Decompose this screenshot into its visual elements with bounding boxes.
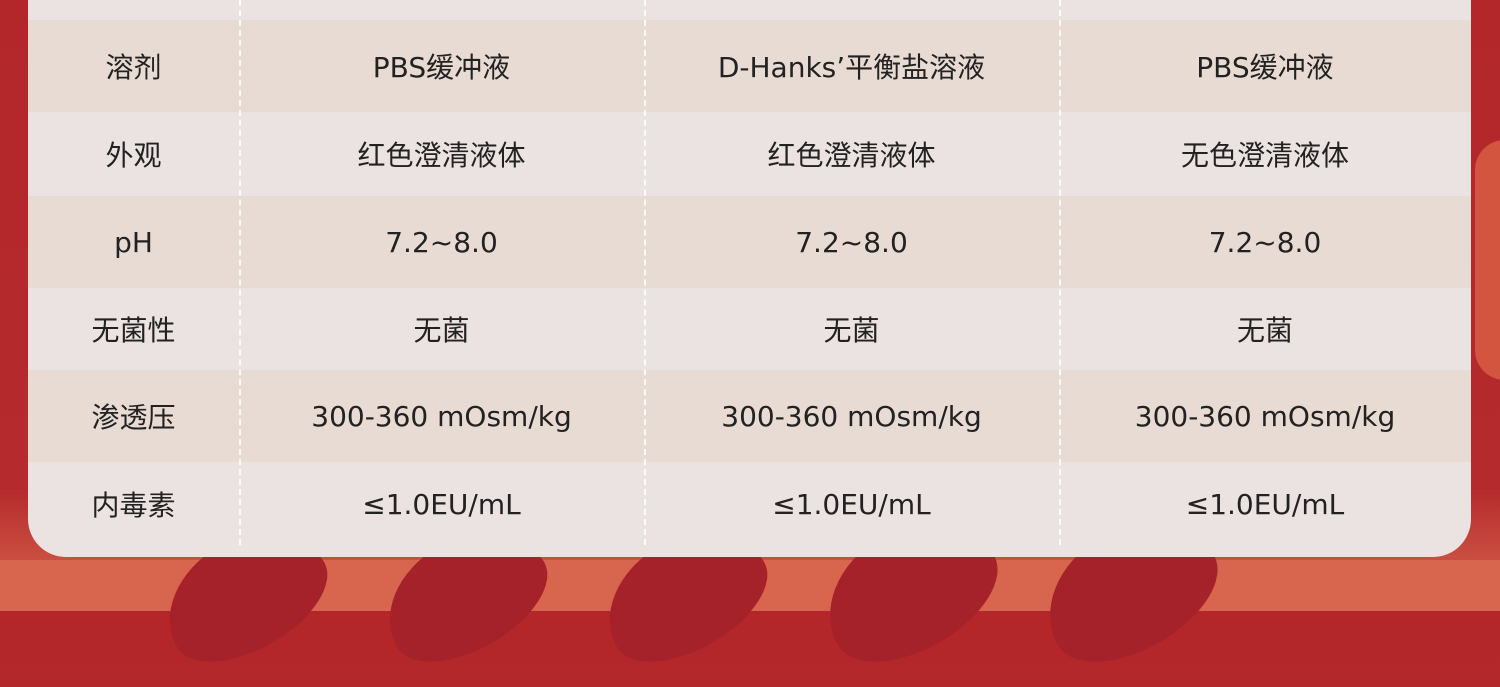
table-cell: 7.2~8.0 — [385, 225, 498, 259]
row-label: 渗透压 — [91, 401, 176, 434]
table-cell: PBS缓冲液 — [372, 51, 511, 84]
column-divider — [1059, 0, 1061, 545]
table-row: 溶剂 PBS缓冲液 D-Hanks’平衡盐溶液 PBS缓冲液 — [28, 20, 1471, 112]
spec-table: 溶剂 PBS缓冲液 D-Hanks’平衡盐溶液 PBS缓冲液 外观 红色澄清液体… — [28, 0, 1471, 546]
table-cell: 无菌 — [823, 314, 880, 347]
table-cell: D-Hanks’平衡盐溶液 — [717, 51, 986, 84]
table-cell: 300-360 mOsm/kg — [721, 399, 982, 433]
table-cell: 无色澄清液体 — [1180, 139, 1349, 172]
table-row: 渗透压 300-360 mOsm/kg 300-360 mOsm/kg 300-… — [28, 370, 1471, 462]
table-cell: 红色澄清液体 — [767, 139, 936, 172]
row-label: 溶剂 — [105, 51, 162, 84]
column-divider — [239, 0, 241, 545]
background-shape — [1475, 140, 1500, 380]
row-label: 外观 — [105, 139, 162, 172]
table-cell: 7.2~8.0 — [795, 225, 908, 259]
table-row — [28, 0, 1471, 20]
table-cell: ≤1.0EU/mL — [362, 487, 521, 521]
table-row: 外观 红色澄清液体 红色澄清液体 无色澄清液体 — [28, 112, 1471, 196]
spec-table-card: 溶剂 PBS缓冲液 D-Hanks’平衡盐溶液 PBS缓冲液 外观 红色澄清液体… — [28, 0, 1471, 557]
table-row: 无菌性 无菌 无菌 无菌 — [28, 288, 1471, 370]
column-divider — [644, 0, 646, 545]
table-cell: ≤1.0EU/mL — [1185, 487, 1345, 521]
table-row: pH 7.2~8.0 7.2~8.0 7.2~8.0 — [28, 196, 1471, 288]
row-label: 内毒素 — [91, 489, 176, 522]
row-label: 无菌性 — [91, 314, 176, 347]
table-cell: 无菌 — [413, 314, 470, 347]
table-cell: 300-360 mOsm/kg — [1134, 399, 1396, 433]
row-label: pH — [114, 225, 153, 259]
table-cell: 红色澄清液体 — [357, 139, 526, 172]
table-cell: ≤1.0EU/mL — [772, 487, 931, 521]
table-row: 内毒素 ≤1.0EU/mL ≤1.0EU/mL ≤1.0EU/mL — [28, 462, 1471, 546]
table-cell: 无菌 — [1236, 314, 1293, 347]
table-cell: 7.2~8.0 — [1208, 225, 1322, 259]
table-cell: PBS缓冲液 — [1196, 51, 1334, 84]
table-cell: 300-360 mOsm/kg — [311, 399, 572, 433]
